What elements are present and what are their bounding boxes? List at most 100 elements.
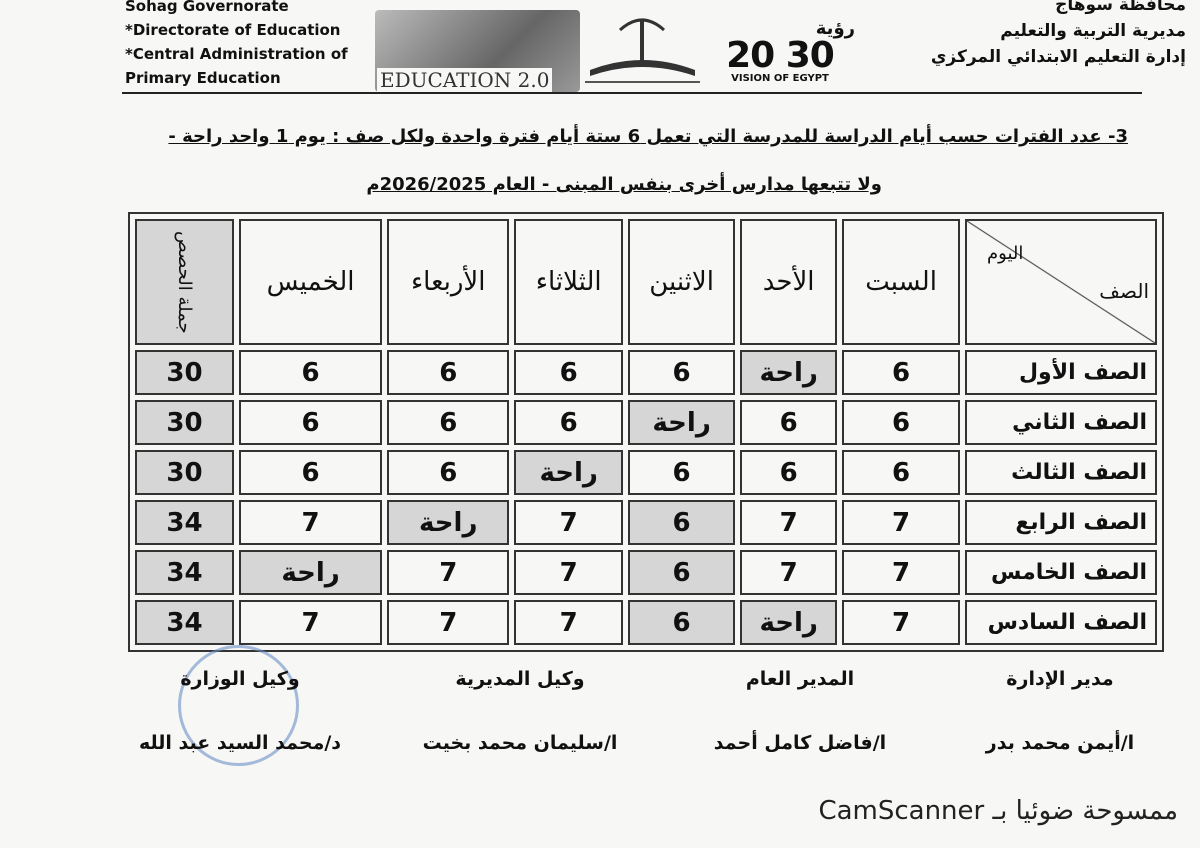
grade-label: الصف الرابع xyxy=(965,500,1157,545)
logo-vision-en: VISION OF EGYPT xyxy=(731,73,829,84)
period-cell: 7 xyxy=(740,500,838,545)
table-row: الصف الخامس 7 7 6 7 7 راحة 34 xyxy=(135,550,1157,595)
signature: مدير الإدارة ا/أيمن محمد بدر xyxy=(950,668,1170,754)
header-line: محافظة سوهاج xyxy=(1055,0,1186,15)
corner-bottom: الصف xyxy=(1099,279,1149,303)
period-cell: 6 xyxy=(842,400,960,445)
table-row: الصف السادس 7 راحة 6 7 7 7 34 xyxy=(135,600,1157,645)
period-cell: راحة xyxy=(740,350,838,395)
corner-cell: اليوم الصف xyxy=(965,219,1157,345)
period-cell: 6 xyxy=(239,350,383,395)
period-cell: 7 xyxy=(387,600,510,645)
period-cell: 6 xyxy=(628,500,736,545)
total-cell: 30 xyxy=(135,450,234,495)
grade-label: الصف الخامس xyxy=(965,550,1157,595)
logo-vision: رؤية 20 30 VISION OF EGYPT xyxy=(705,18,855,90)
period-cell: 6 xyxy=(514,350,624,395)
period-cell: راحة xyxy=(740,600,838,645)
period-cell: 6 xyxy=(239,400,383,445)
day-header: الثلاثاء xyxy=(514,219,624,345)
total-cell: 34 xyxy=(135,600,234,645)
period-cell: راحة xyxy=(514,450,624,495)
table-row: الصف الثالث 6 6 6 راحة 6 6 30 xyxy=(135,450,1157,495)
period-cell: 7 xyxy=(514,500,624,545)
day-header: الخميس xyxy=(239,219,383,345)
period-cell: 6 xyxy=(628,350,736,395)
period-cell: 6 xyxy=(628,450,736,495)
period-cell: 7 xyxy=(387,550,510,595)
period-cell: 6 xyxy=(842,450,960,495)
signature-title: وكيل الوزارة xyxy=(180,668,300,690)
period-cell: 6 xyxy=(740,450,838,495)
grade-label: الصف الثالث xyxy=(965,450,1157,495)
period-cell: 6 xyxy=(842,350,960,395)
period-cell: 7 xyxy=(514,550,624,595)
period-cell: 7 xyxy=(239,500,383,545)
signature: المدير العام ا/فاضل كامل أحمد xyxy=(690,668,910,754)
grade-label: الصف الثاني xyxy=(965,400,1157,445)
table-row: الصف الرابع 7 7 6 7 راحة 7 34 xyxy=(135,500,1157,545)
period-cell: 7 xyxy=(740,550,838,595)
header-line: *Directorate of Education xyxy=(125,21,341,39)
title-line: 3- عدد الفترات حسب أيام الدراسة للمدرسة … xyxy=(168,126,1128,147)
total-cell: 34 xyxy=(135,500,234,545)
logo-vision-ar: رؤية xyxy=(815,18,855,39)
logo-book xyxy=(585,18,700,83)
schedule-table: اليوم الصف السبت الأحد الاثنين الثلاثاء الأر… xyxy=(128,212,1164,652)
footer: ممسوحة ضوئيا بـ CamScanner xyxy=(818,796,1178,826)
header-line: Primary Education xyxy=(125,69,281,87)
day-header: الأحد xyxy=(740,219,838,345)
period-cell: 6 xyxy=(514,400,624,445)
header-right: محافظة سوهاج مديرية التربية والتعليم إدارة… xyxy=(931,0,1186,70)
header-line: *Central Administration of xyxy=(125,45,348,63)
total-cell: 34 xyxy=(135,550,234,595)
title-line: ولا تتبعها مدارس أخرى بنفس المبنى - العا… xyxy=(366,174,882,195)
period-cell: 7 xyxy=(842,550,960,595)
total-cell: 30 xyxy=(135,400,234,445)
logo-vision-num: 20 30 xyxy=(726,35,835,76)
header-line: إدارة التعليم الابتدائي المركزي xyxy=(930,47,1186,67)
period-cell: 6 xyxy=(387,450,510,495)
period-cell: 6 xyxy=(387,400,510,445)
period-cell: 6 xyxy=(628,600,736,645)
signature-name: ا/أيمن محمد بدر xyxy=(985,732,1135,754)
header-left: Sohag Governorate *Directorate of Educati… xyxy=(125,0,348,90)
signature-name: ا/سليمان محمد بخيت xyxy=(422,732,618,754)
stamp xyxy=(178,645,299,766)
total-header: جملة الحصص xyxy=(135,219,234,345)
day-header: الاثنين xyxy=(628,219,736,345)
period-cell: 6 xyxy=(387,350,510,395)
period-cell: راحة xyxy=(628,400,736,445)
grade-label: الصف السادس xyxy=(965,600,1157,645)
table-row: الصف الثاني 6 6 راحة 6 6 6 30 xyxy=(135,400,1157,445)
period-cell: 7 xyxy=(842,600,960,645)
signature-title: المدير العام xyxy=(745,668,855,690)
signature: وكيل المديرية ا/سليمان محمد بخيت xyxy=(410,668,630,754)
period-cell: 6 xyxy=(239,450,383,495)
day-header: السبت xyxy=(842,219,960,345)
logo-text: EDUCATION 2.0 xyxy=(377,68,553,92)
header-rule xyxy=(122,92,1142,94)
period-cell: راحة xyxy=(387,500,510,545)
logo-education: EDUCATION 2.0 xyxy=(375,10,580,92)
grade-label: الصف الأول xyxy=(965,350,1157,395)
header-row: اليوم الصف السبت الأحد الاثنين الثلاثاء الأر… xyxy=(135,219,1157,345)
period-cell: 6 xyxy=(628,550,736,595)
header-line: Sohag Governorate xyxy=(125,0,289,15)
period-cell: 7 xyxy=(239,600,383,645)
period-cell: 7 xyxy=(514,600,624,645)
table-row: الصف الأول 6 راحة 6 6 6 6 30 xyxy=(135,350,1157,395)
signature-title: مدير الإدارة xyxy=(1006,668,1114,690)
period-cell: راحة xyxy=(239,550,383,595)
signature: وكيل الوزارة د/محمد السيد عبد الله xyxy=(130,668,350,754)
header-line: مديرية التربية والتعليم xyxy=(1000,21,1186,41)
signature-title: وكيل المديرية xyxy=(455,668,585,690)
period-cell: 6 xyxy=(740,400,838,445)
day-header: الأربعاء xyxy=(387,219,510,345)
corner-top: اليوم xyxy=(987,243,1024,264)
period-cell: 7 xyxy=(842,500,960,545)
signature-name: ا/فاضل كامل أحمد xyxy=(713,732,887,754)
signature-name: د/محمد السيد عبد الله xyxy=(138,732,342,754)
